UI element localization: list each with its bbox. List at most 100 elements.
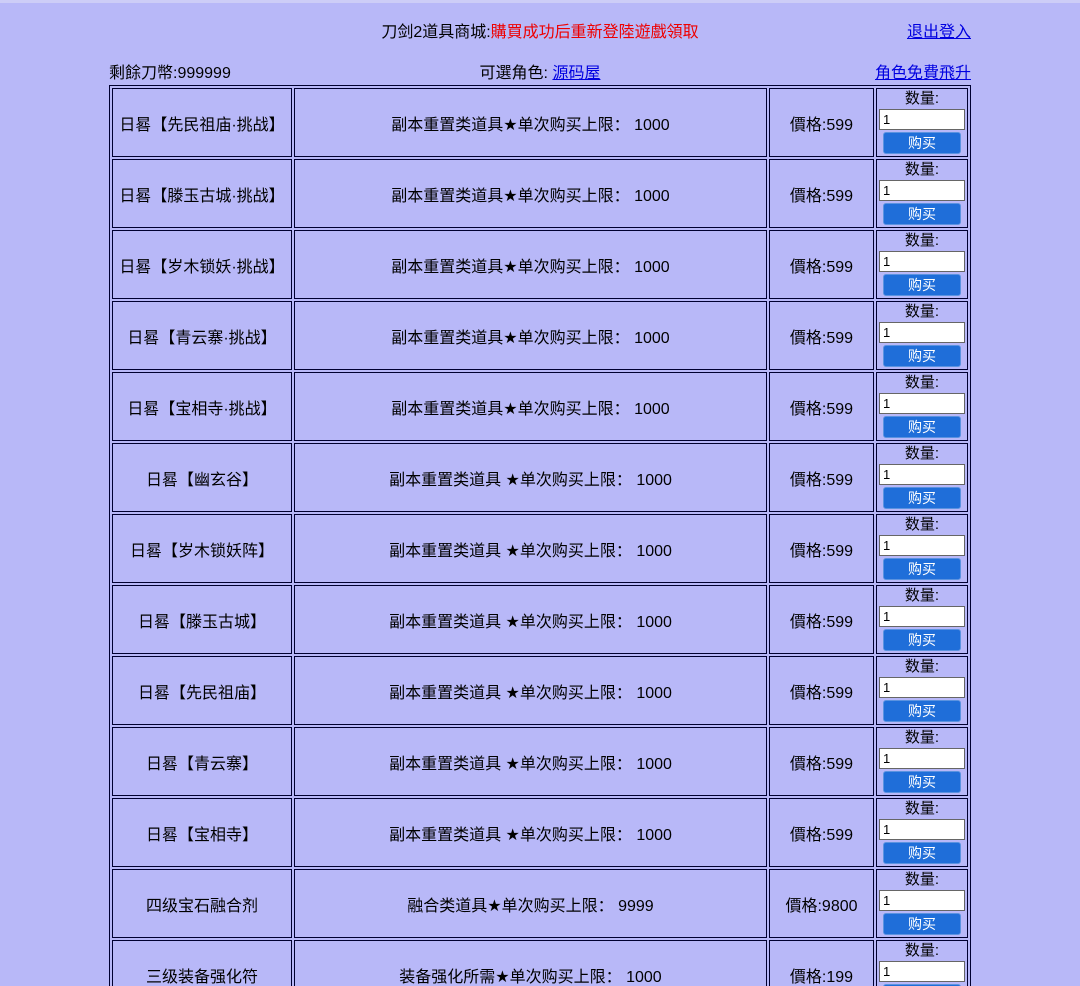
item-name: 日晷【幽玄谷】 xyxy=(112,443,292,512)
quantity-cell: 数量: 购买 xyxy=(876,585,968,654)
item-name: 三级装备强化符 xyxy=(112,940,292,986)
role-link[interactable]: 源码屋 xyxy=(552,65,601,82)
quantity-cell: 数量: 购买 xyxy=(876,656,968,725)
quantity-cell: 数量: 购买 xyxy=(876,372,968,441)
quantity-label: 数量: xyxy=(904,516,940,533)
quantity-label: 数量: xyxy=(904,942,940,959)
quantity-label: 数量: xyxy=(904,232,940,249)
item-name: 日晷【青云寨】 xyxy=(112,727,292,796)
table-row: 日晷【宝相寺】 副本重置类道具 ★单次购买上限： 1000 價格:599 数量:… xyxy=(112,798,968,867)
quantity-input[interactable] xyxy=(879,322,965,343)
buy-button[interactable]: 购买 xyxy=(883,629,961,651)
quantity-input[interactable] xyxy=(879,393,965,414)
item-name: 日晷【宝相寺】 xyxy=(112,798,292,867)
quantity-input[interactable] xyxy=(879,819,965,840)
role-label: 可選角色: xyxy=(479,65,548,82)
quantity-label: 数量: xyxy=(904,303,940,320)
quantity-label: 数量: xyxy=(904,658,940,675)
quantity-label: 数量: xyxy=(904,374,940,391)
shop-table: 日晷【先民祖庙·挑战】 副本重置类道具★单次购买上限： 1000 價格:599 … xyxy=(109,85,971,986)
item-price: 價格:599 xyxy=(769,230,874,299)
item-price: 價格:599 xyxy=(769,159,874,228)
item-description: 副本重置类道具★单次购买上限： 1000 xyxy=(294,159,767,228)
table-row: 日晷【宝相寺·挑战】 副本重置类道具★单次购买上限： 1000 價格:599 数… xyxy=(112,372,968,441)
quantity-label: 数量: xyxy=(904,587,940,604)
item-price: 價格:599 xyxy=(769,372,874,441)
quantity-input[interactable] xyxy=(879,464,965,485)
quantity-cell: 数量: 购买 xyxy=(876,798,968,867)
buy-button[interactable]: 购买 xyxy=(883,984,961,986)
table-row: 日晷【滕玉古城】 副本重置类道具 ★单次购买上限： 1000 價格:599 数量… xyxy=(112,585,968,654)
page-title: 刀剑2道具商城:購買成功后重新登陸遊戲領取 xyxy=(381,24,698,41)
quantity-label: 数量: xyxy=(904,445,940,462)
quantity-cell: 数量: 购买 xyxy=(876,940,968,986)
buy-button[interactable]: 购买 xyxy=(883,842,961,864)
quantity-label: 数量: xyxy=(904,161,940,178)
buy-button[interactable]: 购买 xyxy=(883,913,961,935)
quantity-cell: 数量: 购买 xyxy=(876,514,968,583)
quantity-input[interactable] xyxy=(879,606,965,627)
quantity-cell: 数量: 购买 xyxy=(876,159,968,228)
buy-button[interactable]: 购买 xyxy=(883,700,961,722)
quantity-input[interactable] xyxy=(879,109,965,130)
item-description: 副本重置类道具 ★单次购买上限： 1000 xyxy=(294,514,767,583)
buy-button[interactable]: 购买 xyxy=(883,274,961,296)
item-description: 副本重置类道具★单次购买上限： 1000 xyxy=(294,230,767,299)
quantity-input[interactable] xyxy=(879,677,965,698)
item-name: 日晷【岁木锁妖·挑战】 xyxy=(112,230,292,299)
quantity-label: 数量: xyxy=(904,800,940,817)
page-title-black: 刀剑2道具商城: xyxy=(381,24,491,41)
logout-link[interactable]: 退出登入 xyxy=(906,24,971,41)
table-row: 四级宝石融合剂 融合类道具★单次购买上限： 9999 價格:9800 数量: 购… xyxy=(112,869,968,938)
quantity-cell: 数量: 购买 xyxy=(876,301,968,370)
item-description: 副本重置类道具 ★单次购买上限： 1000 xyxy=(294,798,767,867)
ascend-link[interactable]: 角色免費飛升 xyxy=(874,65,971,82)
item-price: 價格:599 xyxy=(769,443,874,512)
role-selector: 可選角色: 源码屋 xyxy=(109,57,971,83)
item-description: 副本重置类道具★单次购买上限： 1000 xyxy=(294,301,767,370)
item-price: 價格:599 xyxy=(769,88,874,157)
table-row: 日晷【滕玉古城·挑战】 副本重置类道具★单次购买上限： 1000 價格:599 … xyxy=(112,159,968,228)
page-title-warning: 購買成功后重新登陸遊戲領取 xyxy=(490,24,699,41)
item-name: 日晷【滕玉古城·挑战】 xyxy=(112,159,292,228)
quantity-input[interactable] xyxy=(879,535,965,556)
item-description: 副本重置类道具 ★单次购买上限： 1000 xyxy=(294,443,767,512)
buy-button[interactable]: 购买 xyxy=(883,416,961,438)
item-name: 日晷【滕玉古城】 xyxy=(112,585,292,654)
item-description: 副本重置类道具★单次购买上限： 1000 xyxy=(294,88,767,157)
item-price: 價格:199 xyxy=(769,940,874,986)
buy-button[interactable]: 购买 xyxy=(883,345,961,367)
item-name: 日晷【宝相寺·挑战】 xyxy=(112,372,292,441)
quantity-cell: 数量: 购买 xyxy=(876,869,968,938)
quantity-input[interactable] xyxy=(879,890,965,911)
item-price: 價格:599 xyxy=(769,656,874,725)
buy-button[interactable]: 购买 xyxy=(883,203,961,225)
quantity-input[interactable] xyxy=(879,180,965,201)
header-row-1: 刀剑2道具商城:購買成功后重新登陸遊戲領取 退出登入 xyxy=(109,18,971,41)
table-row: 日晷【岁木锁妖·挑战】 副本重置类道具★单次购买上限： 1000 價格:599 … xyxy=(112,230,968,299)
quantity-input[interactable] xyxy=(879,961,965,982)
buy-button[interactable]: 购买 xyxy=(883,771,961,793)
table-row: 日晷【先民祖庙·挑战】 副本重置类道具★单次购买上限： 1000 價格:599 … xyxy=(112,88,968,157)
buy-button[interactable]: 购买 xyxy=(883,132,961,154)
item-description: 融合类道具★单次购买上限： 9999 xyxy=(294,869,767,938)
item-price: 價格:9800 xyxy=(769,869,874,938)
item-price: 價格:599 xyxy=(769,727,874,796)
item-name: 日晷【青云寨·挑战】 xyxy=(112,301,292,370)
quantity-input[interactable] xyxy=(879,251,965,272)
item-name: 日晷【先民祖庙】 xyxy=(112,656,292,725)
table-row: 日晷【岁木锁妖阵】 副本重置类道具 ★单次购买上限： 1000 價格:599 数… xyxy=(112,514,968,583)
quantity-label: 数量: xyxy=(904,871,940,888)
quantity-input[interactable] xyxy=(879,748,965,769)
item-price: 價格:599 xyxy=(769,585,874,654)
buy-button[interactable]: 购买 xyxy=(883,487,961,509)
item-name: 四级宝石融合剂 xyxy=(112,869,292,938)
quantity-label: 数量: xyxy=(904,729,940,746)
item-price: 價格:599 xyxy=(769,798,874,867)
buy-button[interactable]: 购买 xyxy=(883,558,961,580)
item-price: 價格:599 xyxy=(769,301,874,370)
item-description: 副本重置类道具 ★单次购买上限： 1000 xyxy=(294,656,767,725)
item-description: 装备强化所需★单次购买上限： 1000 xyxy=(294,940,767,986)
quantity-cell: 数量: 购买 xyxy=(876,727,968,796)
item-name: 日晷【先民祖庙·挑战】 xyxy=(112,88,292,157)
